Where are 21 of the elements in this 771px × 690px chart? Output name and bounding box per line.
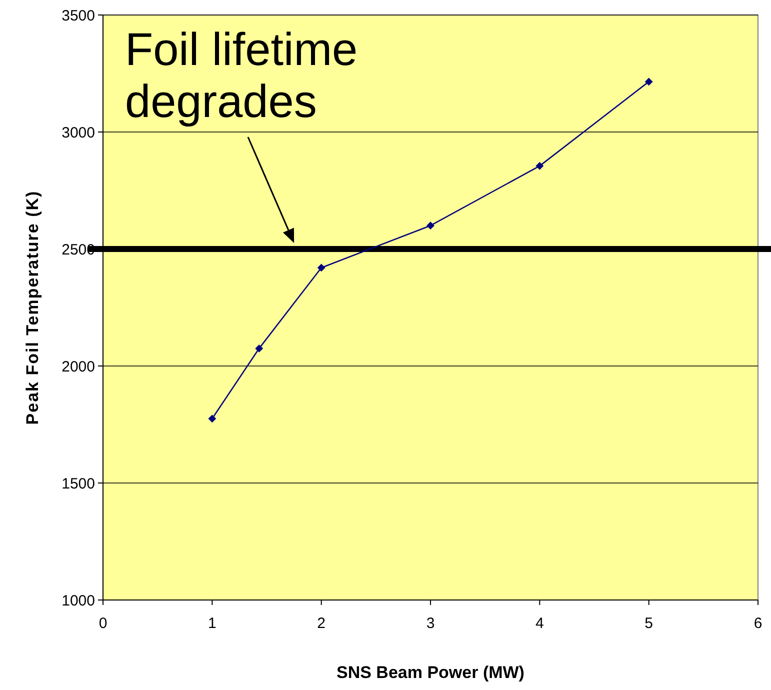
- annotation: Foil lifetime degrades: [125, 23, 358, 127]
- x-tick-label: 0: [98, 615, 108, 632]
- x-tick-label: 4: [535, 615, 544, 632]
- x-tick-label: 5: [644, 615, 654, 632]
- point: [644, 78, 653, 86]
- y-tick-label: 3500: [62, 7, 95, 24]
- y-tick-label: 3000: [62, 124, 95, 142]
- point: [536, 162, 544, 170]
- y-tick-label: 1000: [62, 592, 95, 610]
- y-tick-label: 2000: [62, 358, 95, 376]
- point: [255, 344, 264, 352]
- point: [317, 264, 326, 272]
- x-tick-label: 1: [208, 615, 216, 632]
- y-tick-label: 1500: [62, 475, 95, 492]
- x-tick-label: 3: [426, 615, 435, 632]
- y-axis-title: Peak Foil Temperature (K): [23, 190, 42, 425]
- x-tick-label: 2: [317, 615, 326, 632]
- x-tick-label: 6: [754, 615, 762, 632]
- point: [208, 414, 216, 423]
- x-axis-title: SNS Beam Power (MW): [336, 663, 524, 682]
- point: [426, 222, 434, 230]
